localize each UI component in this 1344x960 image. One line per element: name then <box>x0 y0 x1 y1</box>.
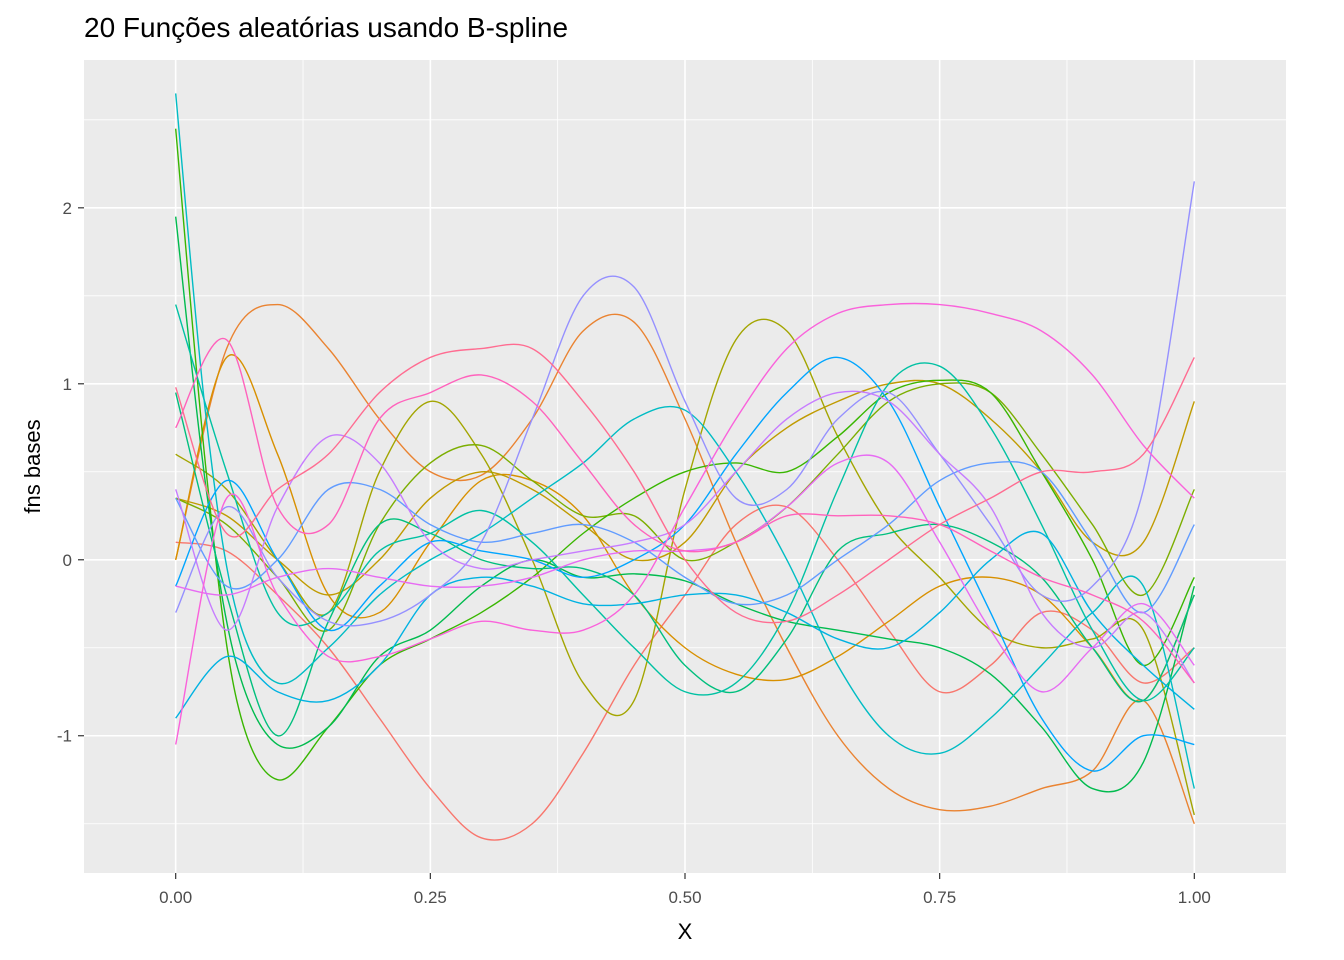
series-line-11 <box>174 93 1195 789</box>
y-tick-label: 0 <box>63 551 72 570</box>
series-line-6 <box>175 382 1195 632</box>
series-line-12 <box>175 530 1195 719</box>
x-tick-label: 0.25 <box>414 888 447 907</box>
y-axis: -1 0 1 2 <box>57 199 84 746</box>
series-line-14 <box>175 460 1195 614</box>
x-axis: 0.00 0.25 0.50 0.75 1.00 <box>159 873 1211 907</box>
series-line-13 <box>175 356 1195 772</box>
series-line-20 <box>175 343 1195 624</box>
series-line-18 <box>174 302 1195 745</box>
y-tick-label: 1 <box>63 375 72 394</box>
y-axis-title: fns bases <box>20 419 45 513</box>
series-line-1 <box>175 504 1195 841</box>
series-line-15 <box>175 181 1196 627</box>
y-tick-label: -1 <box>57 727 72 746</box>
series-line-7 <box>174 128 1195 781</box>
series-line-2 <box>174 303 1195 824</box>
y-tick-label: 2 <box>63 199 72 218</box>
chart-title: 20 Funções aleatórias usando B-spline <box>84 12 569 43</box>
series-line-19 <box>175 337 1195 684</box>
x-tick-label: 0.50 <box>668 888 701 907</box>
x-tick-label: 0.00 <box>159 888 192 907</box>
x-tick-label: 1.00 <box>1178 888 1211 907</box>
series-lines <box>174 93 1196 841</box>
series-line-16 <box>175 390 1195 684</box>
series-line-8 <box>174 216 1195 793</box>
x-tick-label: 0.75 <box>923 888 956 907</box>
x-axis-title: X <box>678 919 693 944</box>
